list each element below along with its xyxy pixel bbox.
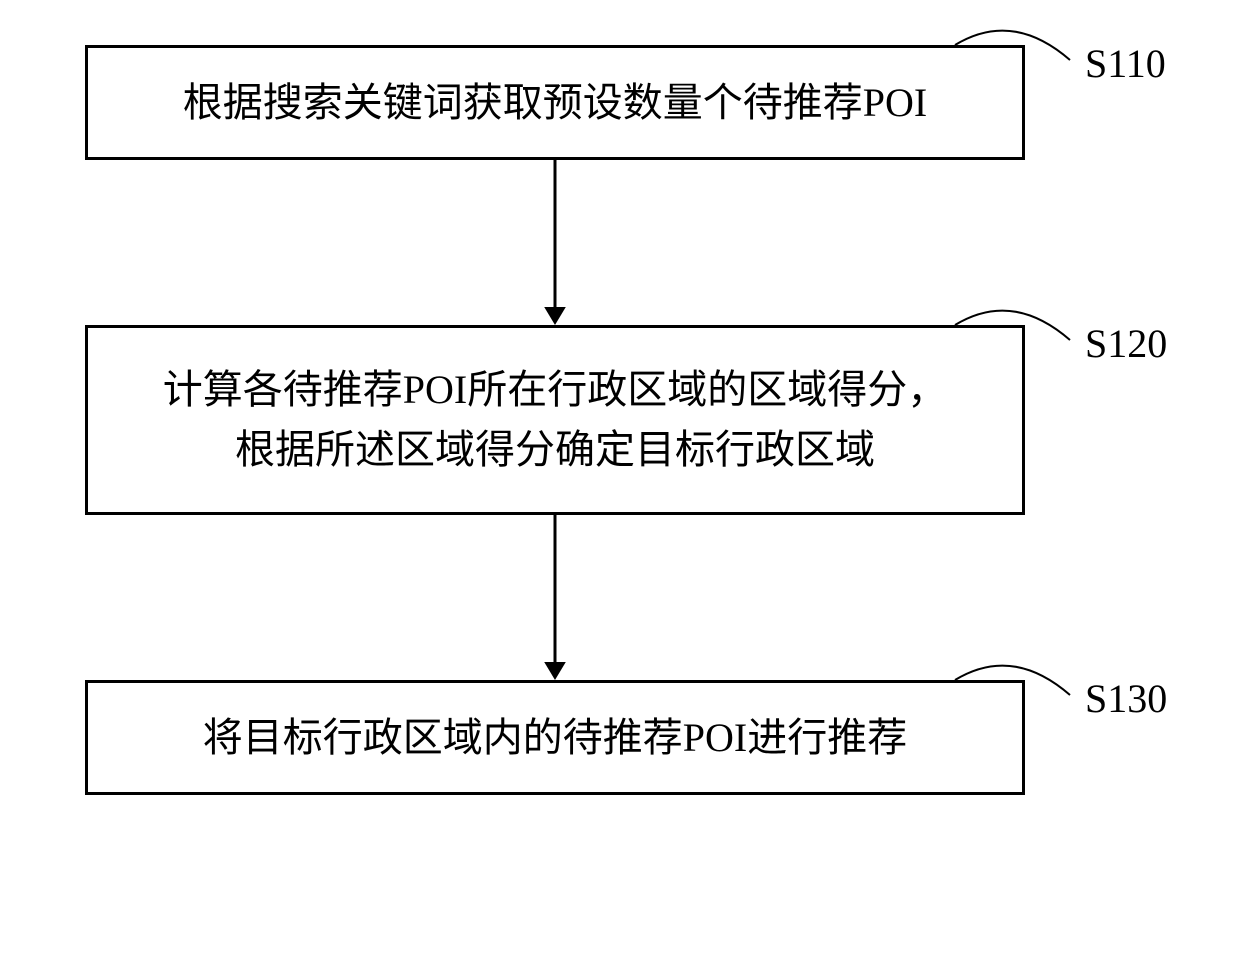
arrow-n2-n3	[537, 515, 573, 680]
step-label-n3: S130	[1085, 675, 1167, 722]
flowchart-node-n1: 根据搜索关键词获取预设数量个待推荐POI	[85, 45, 1025, 160]
flowchart-node-n3: 将目标行政区域内的待推荐POI进行推荐	[85, 680, 1025, 795]
arrow-n1-n2	[537, 160, 573, 325]
step-label-n2: S120	[1085, 320, 1167, 367]
step-label-n1: S110	[1085, 40, 1166, 87]
callout-line-n2	[950, 285, 1075, 380]
node-text: 计算各待推荐POI所在行政区域的区域得分， 根据所述区域得分确定目标行政区域	[163, 360, 947, 480]
callout-line-n1	[950, 5, 1075, 100]
callout-line-n3	[950, 640, 1075, 735]
node-text: 根据搜索关键词获取预设数量个待推荐POI	[183, 73, 927, 133]
node-text: 将目标行政区域内的待推荐POI进行推荐	[203, 708, 907, 768]
flowchart-node-n2: 计算各待推荐POI所在行政区域的区域得分， 根据所述区域得分确定目标行政区域	[85, 325, 1025, 515]
